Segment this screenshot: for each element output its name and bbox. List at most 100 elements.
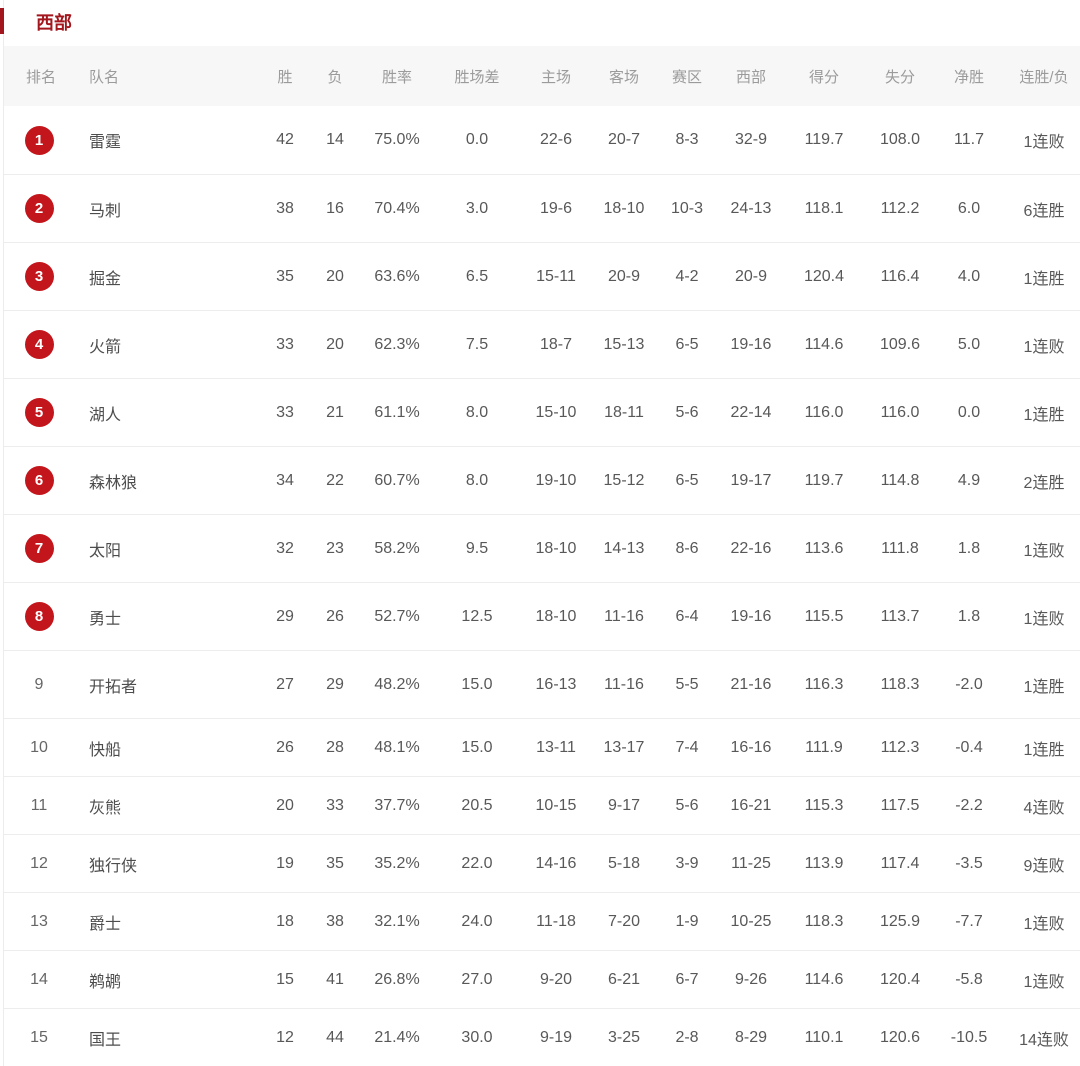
net-points-cell: 0.0 <box>957 403 981 421</box>
rank-badge: 2 <box>24 194 54 223</box>
column-header-wins: 胜 <box>277 68 293 86</box>
points-against-cell: 112.3 <box>880 738 920 756</box>
conference-record-cell: 19-16 <box>730 335 772 353</box>
team-cell[interactable]: 雷霆 <box>89 134 122 151</box>
away-record-cell: 5-18 <box>607 854 641 872</box>
rank-cell: 6 <box>4 466 74 495</box>
win-pct-cell: 63.6% <box>374 267 420 285</box>
rank-number: 12 <box>30 854 48 872</box>
rank-number: 13 <box>30 912 48 930</box>
table-row: 13 爵士 18 38 32.1% 24.0 11-18 7-20 1-9 10-25 118.3 1… <box>4 892 1080 950</box>
division-record-cell: 5-6 <box>675 796 699 814</box>
home-record-cell: 14-16 <box>535 854 577 872</box>
home-record-cell: 11-18 <box>536 912 576 930</box>
points-for-cell: 113.6 <box>804 539 844 557</box>
net-points-cell: 6.0 <box>957 199 981 217</box>
streak-cell: 1连胜 <box>1023 406 1065 424</box>
win-pct-cell: 62.3% <box>374 335 420 353</box>
wins-cell: 20 <box>276 796 294 814</box>
wins-cell: 12 <box>276 1028 294 1046</box>
wins-cell: 33 <box>276 335 294 353</box>
table-row: 14 鹈鹕 15 41 26.8% 27.0 9-20 6-21 6-7 9-26 114.6 120… <box>4 950 1080 1008</box>
games-behind-cell: 6.5 <box>465 267 489 285</box>
games-behind-cell: 20.5 <box>461 796 493 814</box>
team-cell[interactable]: 火箭 <box>89 338 122 356</box>
win-pct-cell: 26.8% <box>374 970 420 988</box>
games-behind-cell: 7.5 <box>465 335 489 353</box>
team-cell[interactable]: 独行侠 <box>89 857 138 875</box>
conference-record-cell: 16-16 <box>730 738 772 756</box>
column-header-games-behind: 胜场差 <box>454 68 500 86</box>
conference-title: 西部 <box>36 13 72 33</box>
rank-number: 11 <box>30 796 48 814</box>
table-row: 10 快船 26 28 48.1% 15.0 13-11 13-17 7-4 16-16 111.9… <box>4 718 1080 776</box>
table-row: 5 湖人 33 21 61.1% 8.0 15-10 18-11 5-6 22-14 116.0 11… <box>4 378 1080 446</box>
rank-cell: 14 <box>4 971 74 989</box>
column-header-home-record: 主场 <box>540 68 571 86</box>
losses-cell: 44 <box>326 1028 344 1046</box>
rank-cell: 5 <box>4 398 74 427</box>
net-points-cell: 4.9 <box>957 471 981 489</box>
team-cell[interactable]: 开拓者 <box>89 678 138 696</box>
table-row: 12 独行侠 19 35 35.2% 22.0 14-16 5-18 3-9 11-25 113.9… <box>4 834 1080 892</box>
streak-cell: 2连胜 <box>1023 474 1065 492</box>
losses-cell: 29 <box>326 675 344 693</box>
wins-cell: 42 <box>276 131 294 148</box>
division-record-cell: 8-3 <box>675 131 699 148</box>
rank-badge: 6 <box>24 466 54 495</box>
team-cell[interactable]: 国王 <box>89 1031 122 1049</box>
win-pct-cell: 60.7% <box>374 471 420 489</box>
points-for-cell: 111.9 <box>805 738 843 756</box>
team-cell[interactable]: 灰熊 <box>89 799 122 817</box>
team-cell[interactable]: 森林狼 <box>89 474 138 492</box>
rank-badge: 7 <box>24 534 54 563</box>
net-points-cell: 11.7 <box>954 131 984 148</box>
table-row: 7 太阳 32 23 58.2% 9.5 18-10 14-13 8-6 22-16 113.6 11… <box>4 514 1080 582</box>
wins-cell: 29 <box>276 607 294 625</box>
conference-record-cell: 32-9 <box>734 131 768 148</box>
table-row: 11 灰熊 20 33 37.7% 20.5 10-15 9-17 5-6 16-21 115.3 1… <box>4 776 1080 834</box>
team-cell[interactable]: 马刺 <box>89 202 122 220</box>
table-row: 8 勇士 29 26 52.7% 12.5 18-10 11-16 6-4 19-16 115.5 1… <box>4 582 1080 650</box>
losses-cell: 22 <box>326 471 344 489</box>
column-header-away-record: 客场 <box>608 68 639 86</box>
rank-cell: 4 <box>4 330 74 359</box>
home-record-cell: 19-10 <box>535 471 577 489</box>
division-record-cell: 6-7 <box>675 970 699 988</box>
points-for-cell: 119.7 <box>804 471 844 489</box>
win-pct-cell: 52.7% <box>374 607 420 625</box>
home-record-cell: 9-19 <box>539 1028 573 1046</box>
games-behind-cell: 24.0 <box>461 912 493 930</box>
table-row: 4 火箭 33 20 62.3% 7.5 18-7 15-13 6-5 19-16 114.6 109… <box>4 310 1080 378</box>
net-points-cell: 1.8 <box>957 539 981 557</box>
table-row: 15 国王 12 44 21.4% 30.0 9-19 3-25 2-8 8-29 110.1 120… <box>4 1008 1080 1066</box>
points-against-cell: 120.6 <box>879 1028 921 1046</box>
team-cell[interactable]: 快船 <box>89 741 122 759</box>
column-header-division-record: 赛区 <box>671 68 702 86</box>
team-cell[interactable]: 爵士 <box>89 915 122 933</box>
team-cell[interactable]: 勇士 <box>89 610 122 628</box>
rank-cell: 15 <box>4 1029 74 1047</box>
streak-cell: 1连胜 <box>1023 678 1065 696</box>
standings-page: 西部 排名 队名胜负胜率 胜场差 主场 客场 赛区 西部 得分 失分 净胜 连胜/负 1 雷霆 42 14… <box>3 0 1080 1066</box>
losses-cell: 21 <box>326 403 344 421</box>
away-record-cell: 6-21 <box>607 970 641 988</box>
team-cell[interactable]: 湖人 <box>89 406 122 424</box>
team-cell[interactable]: 鹈鹕 <box>89 973 122 991</box>
conference-record-cell: 8-29 <box>734 1028 768 1046</box>
division-record-cell: 5-5 <box>675 675 699 693</box>
streak-cell: 1连败 <box>1023 338 1065 356</box>
table-row: 2 马刺 38 16 70.4% 3.0 19-6 18-10 10-3 24-13 118.1 11… <box>4 174 1080 242</box>
streak-cell: 1连败 <box>1023 134 1065 151</box>
losses-cell: 26 <box>326 607 344 625</box>
points-for-cell: 118.3 <box>804 912 844 930</box>
streak-cell: 6连胜 <box>1023 202 1065 220</box>
column-header-points-against: 失分 <box>884 68 915 86</box>
conference-record-cell: 11-25 <box>731 854 771 872</box>
rank-badge: 3 <box>24 262 54 291</box>
away-record-cell: 18-10 <box>603 199 645 217</box>
team-cell[interactable]: 掘金 <box>89 270 122 288</box>
rank-cell: 3 <box>4 262 74 291</box>
team-cell[interactable]: 太阳 <box>89 542 122 560</box>
losses-cell: 14 <box>326 131 344 148</box>
